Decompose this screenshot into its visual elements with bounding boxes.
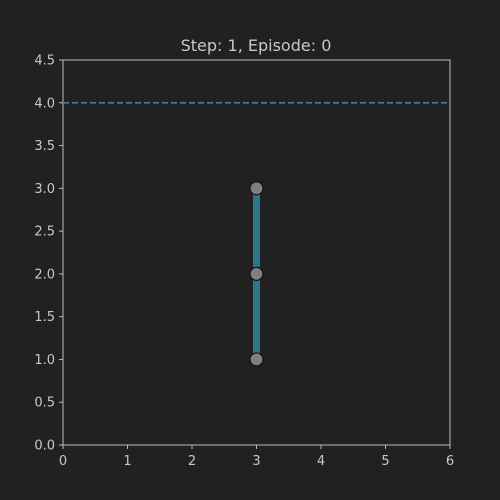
x-tick-label: 0 <box>59 454 67 469</box>
y-tick-label: 3.0 <box>34 182 55 197</box>
x-tick-label: 6 <box>446 454 454 469</box>
x-tick-label: 3 <box>252 454 260 469</box>
x-tick-label: 4 <box>317 454 325 469</box>
pendulum-joint <box>249 266 264 281</box>
pendulum-joint <box>249 181 264 196</box>
x-tick-label: 1 <box>123 454 131 469</box>
y-tick-label: 3.5 <box>34 139 55 154</box>
y-tick-label: 1.0 <box>34 353 55 368</box>
y-tick-label: 4.0 <box>34 96 55 111</box>
y-tick-label: 4.5 <box>34 54 55 69</box>
y-tick-label: 1.5 <box>34 310 55 325</box>
y-tick-label: 0.5 <box>34 396 55 411</box>
x-tick-label: 5 <box>381 454 389 469</box>
axes: 0 1 2 3 4 5 6 0.0 0.5 1.0 1.5 2.0 2.5 3.0 3.5 4.0 4.5 <box>34 54 454 470</box>
data-layer <box>63 101 450 367</box>
y-tick-label: 2.0 <box>34 267 55 282</box>
x-tick-label: 2 <box>188 454 196 469</box>
pendulum-joint <box>249 352 264 367</box>
plot-title: Step: 1, Episode: 0 <box>181 36 332 55</box>
y-tick-label: 0.0 <box>34 439 55 454</box>
y-tick-label: 2.5 <box>34 225 55 240</box>
